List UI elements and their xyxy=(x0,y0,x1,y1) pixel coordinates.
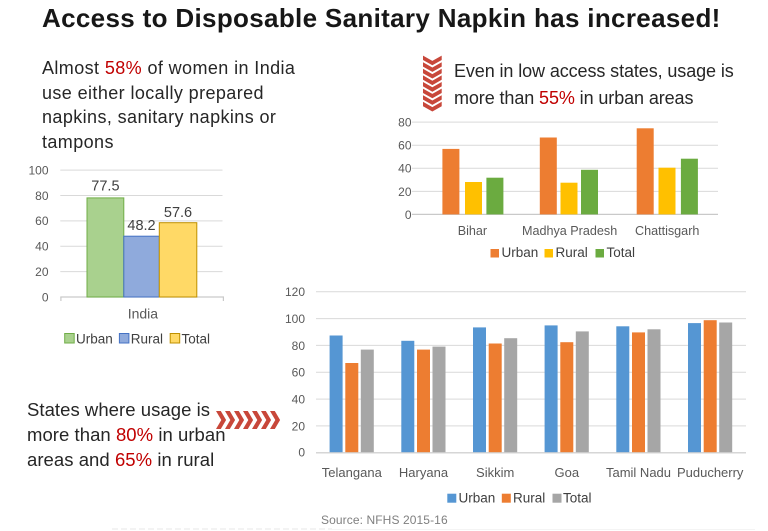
svg-text:India: India xyxy=(128,306,159,322)
svg-text:20: 20 xyxy=(292,419,306,433)
svg-text:Total: Total xyxy=(607,245,636,260)
svg-text:100: 100 xyxy=(285,312,305,326)
svg-text:Total: Total xyxy=(563,490,592,505)
svg-text:20: 20 xyxy=(35,265,49,279)
svg-text:Rural: Rural xyxy=(513,490,545,505)
svg-text:Chattisgarh: Chattisgarh xyxy=(635,224,699,238)
svg-text:Goa: Goa xyxy=(555,465,580,480)
svg-text:Total: Total xyxy=(182,332,211,347)
svg-text:40: 40 xyxy=(292,393,306,407)
svg-text:80: 80 xyxy=(35,189,49,203)
svg-text:Puducherry: Puducherry xyxy=(677,465,744,480)
svg-text:0: 0 xyxy=(42,290,49,304)
svg-text:0: 0 xyxy=(405,208,412,222)
svg-text:120: 120 xyxy=(285,285,305,299)
svg-text:Urban: Urban xyxy=(459,490,496,505)
svg-text:40: 40 xyxy=(35,240,49,254)
svg-text:Urban: Urban xyxy=(502,245,539,260)
svg-text:Telangana: Telangana xyxy=(322,465,383,480)
svg-text:Rural: Rural xyxy=(556,245,588,260)
svg-text:Rural: Rural xyxy=(131,332,163,347)
svg-text:60: 60 xyxy=(35,214,49,228)
svg-text:80: 80 xyxy=(398,116,412,130)
svg-text:Madhya Pradesh: Madhya Pradesh xyxy=(522,224,617,238)
svg-text:Tamil Nadu: Tamil Nadu xyxy=(606,465,671,480)
svg-text:Sikkim: Sikkim xyxy=(476,465,514,480)
svg-text:100: 100 xyxy=(28,163,48,177)
svg-text:60: 60 xyxy=(292,366,306,380)
svg-text:48.2: 48.2 xyxy=(127,218,155,234)
svg-text:40: 40 xyxy=(398,162,412,176)
svg-text:Bihar: Bihar xyxy=(458,224,487,238)
svg-text:80: 80 xyxy=(292,339,306,353)
svg-text:57.6: 57.6 xyxy=(164,205,192,221)
svg-text:Urban: Urban xyxy=(76,332,113,347)
svg-text:20: 20 xyxy=(398,185,412,199)
svg-text:Haryana: Haryana xyxy=(399,465,449,480)
svg-text:0: 0 xyxy=(298,446,305,460)
svg-text:77.5: 77.5 xyxy=(91,179,119,195)
svg-text:60: 60 xyxy=(398,139,412,153)
